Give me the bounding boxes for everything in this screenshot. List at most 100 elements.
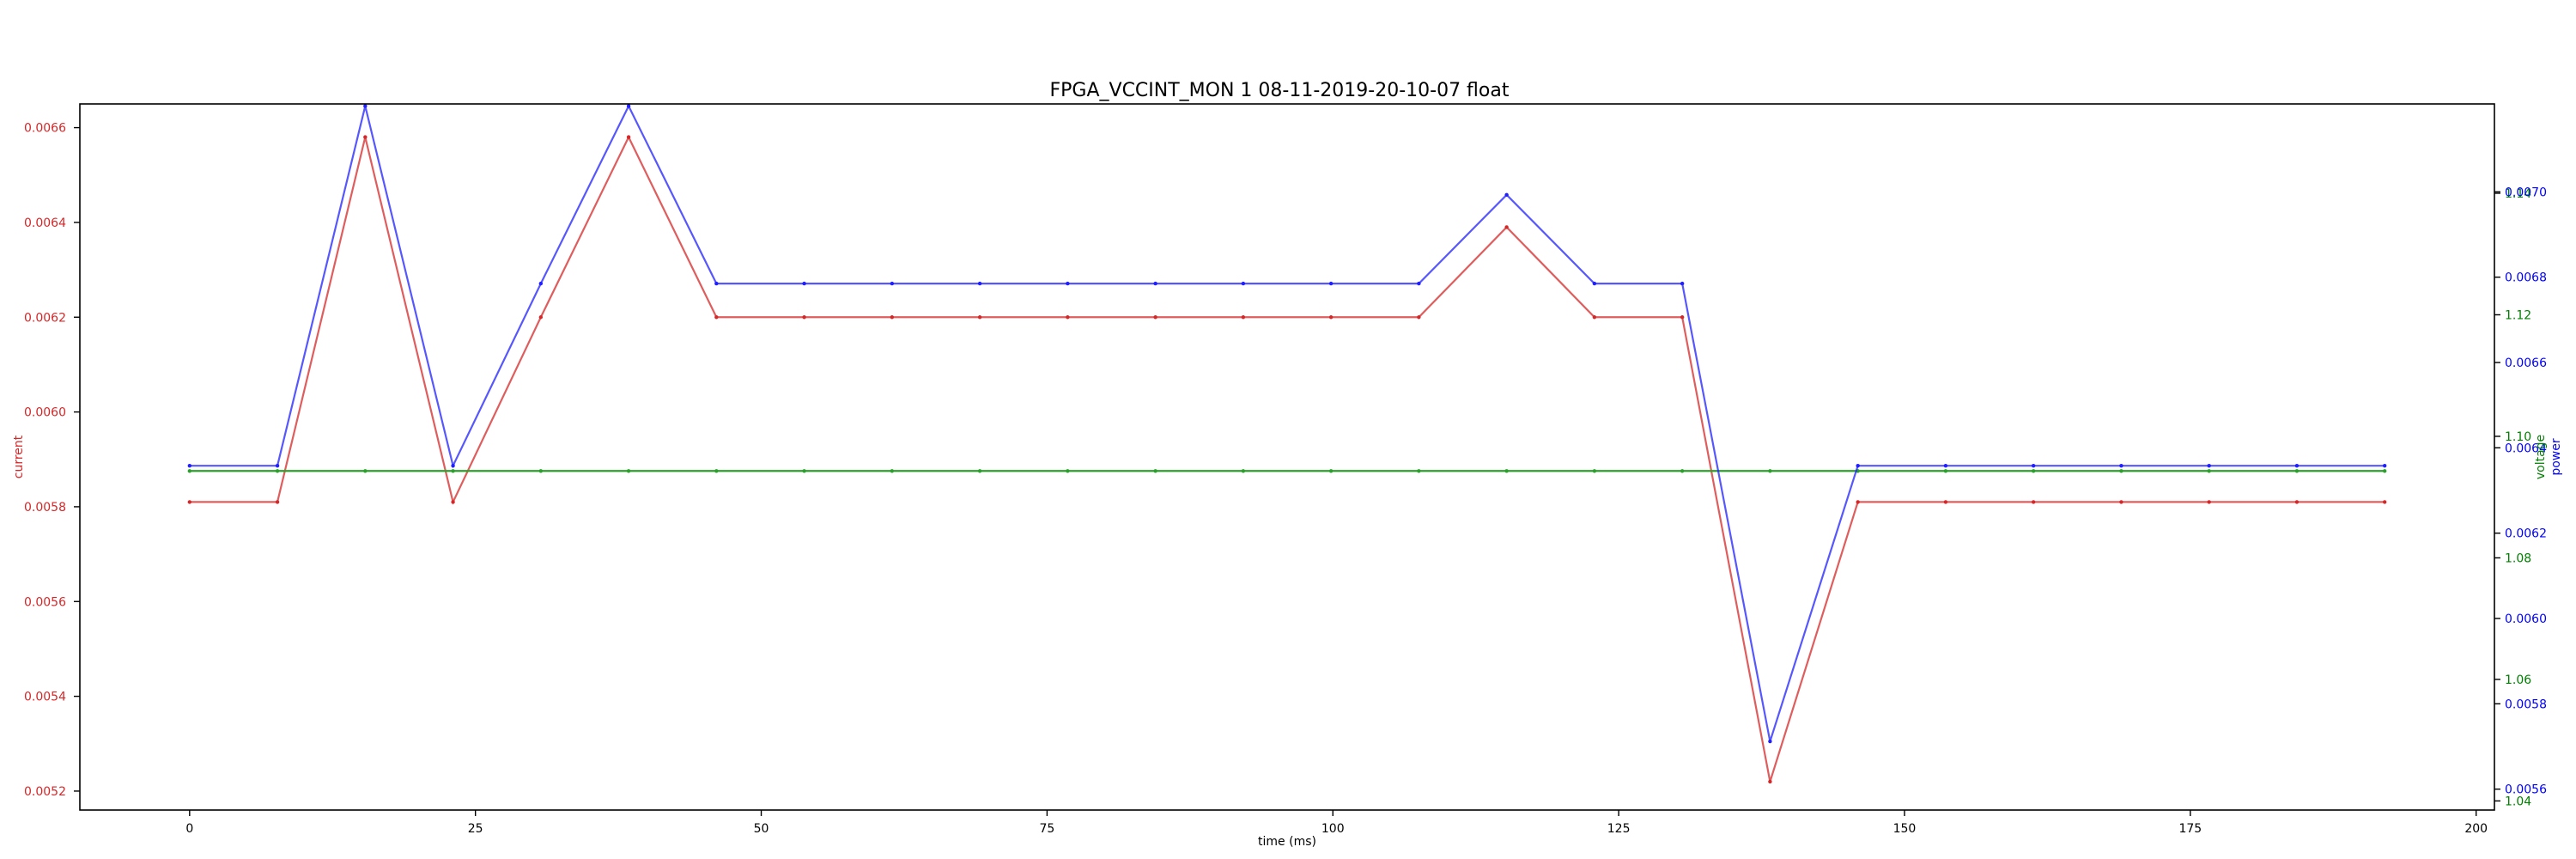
data-point-voltage-6 — [714, 469, 718, 472]
data-point-current-17 — [1680, 315, 1684, 319]
data-point-current-22 — [2119, 500, 2123, 503]
data-point-power-23 — [2207, 464, 2210, 467]
data-point-power-21 — [2032, 464, 2035, 467]
data-point-current-0 — [188, 500, 191, 503]
data-point-current-4 — [539, 315, 543, 319]
data-point-voltage-17 — [1680, 469, 1684, 472]
current-tick-label-7: 0.0066 — [24, 122, 66, 136]
power-tick-label-7: 0.0070 — [2505, 186, 2547, 199]
data-point-voltage-21 — [2032, 469, 2035, 472]
x-tick-label-4: 100 — [1321, 822, 1345, 836]
x-tick-label-8: 200 — [2464, 822, 2488, 836]
data-point-voltage-11 — [1153, 469, 1157, 472]
voltage-tick-label-4: 1.12 — [2505, 308, 2531, 322]
power-tick-label-0: 0.0056 — [2505, 783, 2547, 797]
data-point-voltage-1 — [276, 469, 279, 472]
data-point-current-7 — [802, 315, 805, 319]
voltage-tick-label-0: 1.04 — [2505, 795, 2531, 808]
power-tick-label-5: 0.0066 — [2505, 356, 2547, 370]
data-point-voltage-15 — [1504, 469, 1508, 472]
data-point-power-0 — [188, 464, 191, 467]
series-voltage — [188, 469, 2387, 472]
x-tick-label-2: 50 — [754, 822, 769, 836]
current-tick-label-1: 0.0054 — [24, 691, 66, 704]
data-point-current-18 — [1768, 780, 1771, 783]
power-tick-label-6: 0.0068 — [2505, 271, 2547, 285]
data-point-current-14 — [1417, 315, 1420, 319]
data-point-power-11 — [1153, 282, 1157, 285]
data-point-current-11 — [1153, 315, 1157, 319]
x-tick-label-0: 0 — [185, 822, 193, 836]
data-point-power-18 — [1768, 740, 1771, 743]
data-point-current-16 — [1593, 315, 1596, 319]
data-point-voltage-2 — [363, 469, 367, 472]
data-point-power-2 — [363, 104, 367, 107]
data-point-voltage-18 — [1768, 469, 1771, 472]
data-point-current-19 — [1856, 500, 1859, 503]
data-point-current-6 — [714, 315, 718, 319]
data-point-power-1 — [276, 464, 279, 467]
data-point-power-25 — [2383, 464, 2386, 467]
current-tick-label-3: 0.0058 — [24, 501, 66, 515]
y-axis-current: 0.0052 0.0054 0.0056 0.0058 0.0060 0.0062 0.00… — [24, 122, 80, 799]
data-point-power-6 — [714, 282, 718, 285]
voltage-tick-label-1: 1.06 — [2505, 673, 2531, 687]
power-tick-label-3: 0.0062 — [2505, 527, 2547, 541]
data-point-voltage-7 — [802, 469, 805, 472]
data-point-power-14 — [1417, 282, 1420, 285]
current-tick-label-2: 0.0056 — [24, 595, 66, 609]
data-point-current-8 — [890, 315, 894, 319]
data-point-current-2 — [363, 135, 367, 138]
x-tick-label-3: 75 — [1039, 822, 1054, 836]
data-point-voltage-20 — [1944, 469, 1947, 472]
data-point-current-25 — [2383, 500, 2386, 503]
data-point-power-19 — [1856, 464, 1859, 467]
x-tick-label-5: 125 — [1607, 822, 1631, 836]
series-power — [188, 104, 2387, 743]
data-point-power-16 — [1593, 282, 1596, 285]
data-point-voltage-3 — [451, 469, 454, 472]
data-point-voltage-8 — [890, 469, 894, 472]
y-axis-label-power: power — [2549, 438, 2563, 476]
data-point-power-7 — [802, 282, 805, 285]
data-point-voltage-14 — [1417, 469, 1420, 472]
data-point-voltage-12 — [1242, 469, 1245, 472]
data-point-voltage-10 — [1066, 469, 1069, 472]
data-point-power-9 — [978, 282, 981, 285]
voltage-tick-label-2: 1.08 — [2505, 551, 2531, 565]
y-axis-power: 0.0056 0.0058 0.0060 0.0062 0.0064 0.0066 0.00… — [2494, 186, 2547, 796]
data-point-voltage-22 — [2119, 469, 2123, 472]
data-point-voltage-23 — [2207, 469, 2210, 472]
x-axis: 0 25 50 75 100 125 150 175 200 — [185, 810, 2488, 836]
power-tick-label-2: 0.0060 — [2505, 612, 2547, 626]
data-point-voltage-4 — [539, 469, 543, 472]
series-line-current — [190, 137, 2385, 782]
data-point-current-13 — [1329, 315, 1333, 319]
data-point-power-10 — [1066, 282, 1069, 285]
data-point-power-17 — [1680, 282, 1684, 285]
data-point-power-5 — [627, 104, 630, 107]
current-tick-label-5: 0.0062 — [24, 311, 66, 325]
data-point-current-24 — [2295, 500, 2299, 503]
x-tick-label-1: 25 — [468, 822, 483, 836]
data-point-current-1 — [276, 500, 279, 503]
data-point-voltage-9 — [978, 469, 981, 472]
current-tick-label-0: 0.0052 — [24, 785, 66, 799]
y-axis-label-current: current — [12, 435, 26, 478]
data-point-current-5 — [627, 135, 630, 138]
data-point-current-12 — [1242, 315, 1245, 319]
data-point-voltage-0 — [188, 469, 191, 472]
power-tick-label-1: 0.0058 — [2505, 698, 2547, 711]
series-layer — [188, 104, 2387, 783]
data-point-current-20 — [1944, 500, 1947, 503]
current-tick-label-4: 0.0060 — [24, 406, 66, 420]
data-point-power-13 — [1329, 282, 1333, 285]
data-point-current-3 — [451, 500, 454, 503]
data-point-power-4 — [539, 282, 543, 285]
data-point-power-12 — [1242, 282, 1245, 285]
data-point-current-10 — [1066, 315, 1069, 319]
data-point-power-22 — [2119, 464, 2123, 467]
data-point-current-21 — [2032, 500, 2035, 503]
data-point-power-24 — [2295, 464, 2299, 467]
x-axis-label: time (ms) — [1258, 835, 1316, 849]
